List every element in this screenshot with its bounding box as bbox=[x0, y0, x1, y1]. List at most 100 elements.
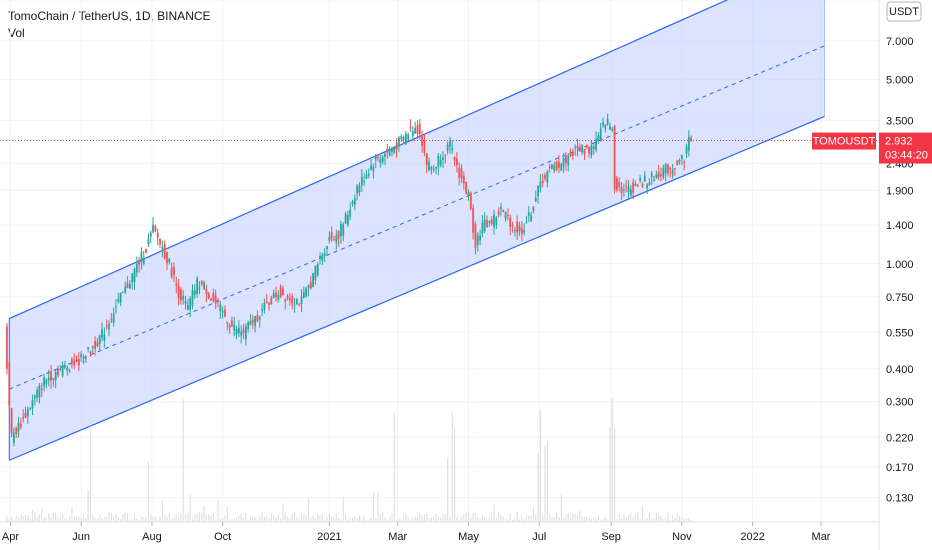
volume-bar bbox=[31, 509, 34, 522]
candle-body bbox=[551, 164, 553, 170]
candle-body bbox=[367, 173, 370, 176]
candle-body bbox=[428, 161, 430, 171]
candle-body bbox=[289, 298, 291, 301]
candle-body bbox=[22, 416, 25, 418]
candle-body bbox=[370, 165, 372, 170]
candle-body bbox=[272, 293, 275, 299]
candle-body bbox=[54, 372, 57, 381]
candle-body bbox=[124, 286, 127, 293]
volume-bar bbox=[377, 492, 379, 522]
volume-bar bbox=[215, 519, 217, 522]
volume-bar bbox=[384, 517, 386, 522]
candle-body bbox=[481, 222, 484, 234]
volume-bar bbox=[52, 512, 54, 522]
volume-bar bbox=[305, 515, 307, 522]
volume-bar bbox=[275, 517, 277, 522]
candle-body bbox=[133, 268, 136, 282]
candle-body bbox=[305, 288, 308, 297]
volume-bar bbox=[495, 518, 497, 522]
volume-bar bbox=[370, 517, 372, 522]
candle-body bbox=[648, 182, 651, 186]
price-axis[interactable]: 7.0005.0003.5002.4001.9001.4001.0000.750… bbox=[886, 36, 914, 505]
candle-body bbox=[316, 264, 319, 276]
volume-bar bbox=[683, 519, 685, 522]
candle-body bbox=[486, 220, 488, 228]
volume-bar bbox=[504, 519, 507, 522]
currency-label-badge[interactable]: USDT bbox=[886, 1, 922, 22]
volume-bar bbox=[669, 519, 671, 522]
candle-body bbox=[36, 390, 39, 398]
candle-body bbox=[119, 292, 122, 303]
candle-body bbox=[404, 133, 407, 144]
volume-bar bbox=[36, 516, 38, 522]
time-tick-label: 2021 bbox=[317, 531, 341, 543]
price-tick-label: 7.000 bbox=[886, 36, 914, 48]
candle-body bbox=[147, 238, 150, 245]
candle-body bbox=[186, 304, 189, 310]
candle-body bbox=[77, 359, 80, 366]
volume-bar bbox=[416, 516, 419, 522]
volume-bar bbox=[576, 515, 579, 522]
volume-bar bbox=[201, 513, 203, 522]
volume-bar bbox=[68, 516, 71, 522]
volume-bar bbox=[208, 513, 210, 522]
candle-body bbox=[620, 186, 623, 194]
volume-bar bbox=[449, 516, 451, 522]
volume-bar bbox=[537, 452, 539, 522]
volume-bar bbox=[433, 516, 435, 522]
volume-bar bbox=[38, 514, 41, 522]
candle-body bbox=[87, 347, 90, 349]
volume-bar bbox=[402, 516, 405, 522]
candle-body bbox=[47, 377, 50, 381]
time-axis[interactable]: Apr Jun Aug Oct 2021 Mar May Jul Sep Nov 2022 Mar bbox=[2, 522, 831, 543]
volume-bar bbox=[289, 518, 291, 522]
candle-body bbox=[346, 215, 349, 225]
volume-bar bbox=[588, 518, 590, 522]
candle-body bbox=[254, 316, 257, 326]
volume-bar bbox=[604, 517, 606, 522]
candle-body bbox=[555, 161, 558, 170]
volume-bar bbox=[277, 514, 279, 522]
volume-bar bbox=[458, 519, 460, 522]
volume-bar bbox=[124, 513, 126, 522]
candle-body bbox=[597, 135, 600, 141]
volume-bar bbox=[10, 516, 13, 522]
volume-bar bbox=[48, 513, 50, 522]
volume-bar bbox=[372, 492, 375, 522]
candle-body bbox=[655, 174, 658, 178]
volume-bar bbox=[249, 516, 252, 522]
candle-body bbox=[395, 142, 398, 150]
volume-bar bbox=[361, 519, 363, 522]
volume-bar bbox=[368, 519, 370, 522]
volume-bar bbox=[296, 517, 298, 522]
volume-bar bbox=[493, 504, 495, 522]
volume-bar bbox=[154, 516, 156, 522]
volume-bar bbox=[444, 514, 446, 522]
candle-body bbox=[632, 182, 635, 193]
candle-body bbox=[625, 185, 628, 187]
volume-bar bbox=[203, 505, 205, 522]
candle-body bbox=[571, 152, 574, 156]
candle-body bbox=[98, 335, 101, 345]
candle-body bbox=[465, 181, 468, 194]
candle-body bbox=[639, 178, 642, 181]
price-tick-label: 0.750 bbox=[886, 292, 914, 304]
volume-bar bbox=[662, 519, 664, 522]
regression-channel[interactable] bbox=[8, 0, 825, 461]
volume-bar bbox=[358, 514, 361, 522]
candle-body bbox=[562, 157, 565, 167]
volume-bar bbox=[326, 516, 328, 522]
candle-body bbox=[168, 258, 171, 263]
volume-bar bbox=[660, 515, 662, 522]
candle-body bbox=[432, 168, 435, 170]
volume-bar bbox=[161, 499, 163, 522]
volume-indicator-label[interactable]: Vol bbox=[8, 26, 25, 40]
volume-bar bbox=[349, 518, 351, 522]
volume-bar bbox=[117, 517, 119, 522]
volume-bar bbox=[89, 417, 92, 522]
volume-bar bbox=[254, 517, 256, 522]
candle-body bbox=[170, 267, 173, 277]
candlesticks[interactable] bbox=[6, 113, 693, 447]
candle-body bbox=[613, 125, 616, 190]
